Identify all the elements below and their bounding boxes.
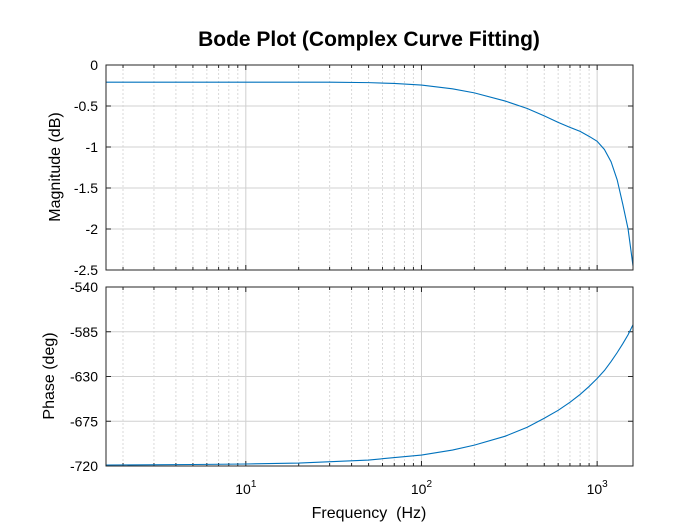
magnitude-y-tick-label: -2.5 [74, 262, 98, 278]
phase-y-axis-label: Phase (deg) [41, 332, 58, 419]
phase-y-tick-label: -585 [70, 324, 98, 340]
phase-panel: -540 -585 -630 -675 -720 [70, 279, 634, 474]
x-tick-label: 101 [235, 479, 257, 497]
chart-title: Bode Plot (Complex Curve Fitting) [198, 28, 540, 51]
magnitude-axes-box [105, 64, 634, 271]
phase-y-tick-label: -540 [70, 279, 98, 295]
magnitude-y-tick-label: -1 [86, 139, 99, 155]
magnitude-y-tick-label: 0 [90, 57, 98, 73]
magnitude-y-tick-label: -1.5 [74, 180, 98, 196]
phase-y-tick-label: -630 [70, 369, 98, 385]
x-axis-label: Frequency (Hz) [312, 505, 427, 522]
phase-y-tick-label: -675 [70, 413, 98, 429]
magnitude-y-axis-label: Magnitude (dB) [47, 112, 64, 221]
magnitude-y-tick-label: -0.5 [74, 98, 98, 114]
phase-y-tick-label: -720 [70, 458, 98, 474]
magnitude-y-tick-label: -2 [86, 221, 99, 237]
magnitude-data-line [106, 81, 634, 266]
phase-data-line [105, 324, 634, 466]
x-tick-label: 103 [587, 479, 609, 497]
magnitude-panel: 0 -0.5 -1 -1.5 -2 -2.5 [74, 57, 634, 278]
phase-axes-box [105, 286, 634, 467]
x-tick-label: 102 [411, 479, 433, 497]
